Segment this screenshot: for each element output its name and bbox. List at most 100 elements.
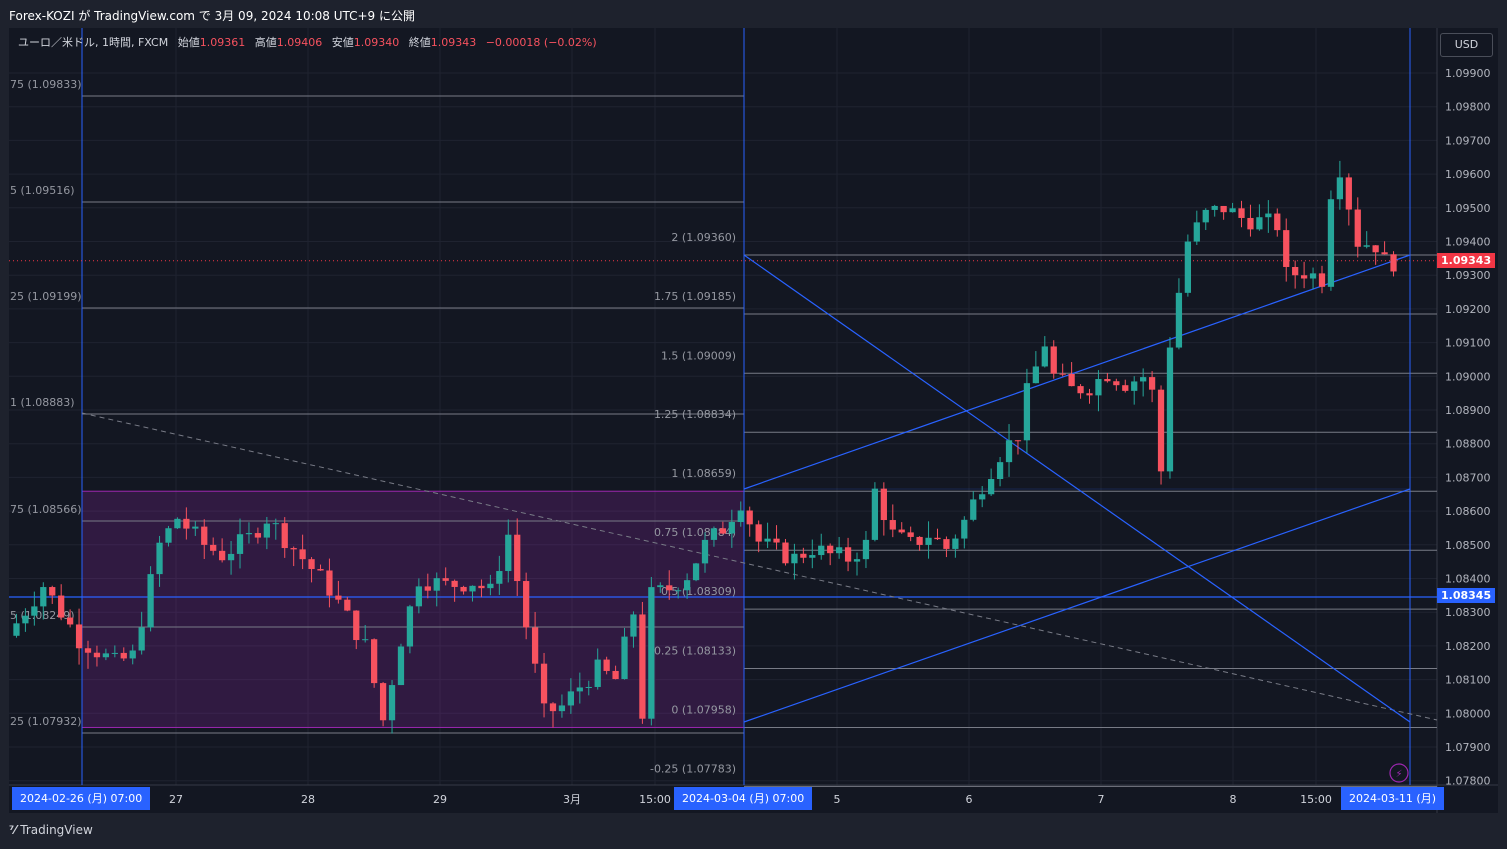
candle-body — [701, 539, 709, 564]
channel-line-down[interactable] — [743, 254, 1411, 723]
footer-brand[interactable]: ⁷⁄ TradingView — [9, 823, 93, 837]
candle-body — [1247, 217, 1254, 230]
candle-body — [862, 539, 870, 560]
candle-body — [952, 538, 959, 549]
x-tick-label: 7 — [1098, 793, 1105, 806]
candle-body — [898, 529, 905, 533]
candle-body — [1122, 385, 1129, 391]
candle-body — [844, 547, 852, 562]
candle-body — [576, 687, 583, 692]
x-tick-label: 27 — [169, 793, 183, 806]
candle-body — [254, 533, 262, 538]
fib-right-label: 1 (1.08659) — [671, 467, 736, 480]
candle-body — [1256, 217, 1263, 230]
candle-body — [1023, 383, 1031, 441]
candle-body — [1059, 373, 1066, 375]
candle-body — [1095, 379, 1102, 396]
candle-body — [227, 553, 235, 561]
candle-body — [1390, 254, 1397, 272]
candle-body — [710, 528, 718, 540]
fib-left-label: 1 (1.08883) — [10, 396, 75, 409]
candle-body — [1050, 346, 1057, 374]
candle-body — [1283, 230, 1290, 267]
candle-body — [1202, 209, 1209, 223]
candle-body — [406, 606, 414, 647]
candle-body — [299, 549, 306, 560]
candle-body — [13, 623, 20, 636]
symbol-label[interactable]: ユーロ／米ドル, 1時間, FXCM — [18, 36, 169, 49]
candle-body — [594, 659, 601, 687]
candle-body — [809, 555, 816, 558]
candle-body — [478, 585, 485, 589]
candle-body — [192, 526, 199, 529]
candle-body — [129, 650, 136, 659]
candle-body — [755, 524, 762, 542]
candle-body — [970, 499, 977, 520]
candle-body — [335, 595, 342, 600]
candle-body — [1032, 366, 1039, 384]
fib-right-label: 0.25 (1.08133) — [654, 644, 736, 657]
candle-body — [362, 639, 369, 641]
x-tick-label: 15:00 — [1300, 793, 1332, 806]
candle-body — [451, 580, 458, 587]
candle-body — [746, 510, 753, 525]
y-tick-label: 1.08800 — [1445, 438, 1491, 451]
y-tick-label: 1.07800 — [1445, 775, 1491, 788]
high-label: 高値 — [254, 36, 277, 49]
candle-body — [49, 587, 56, 596]
candle-body — [1309, 273, 1317, 279]
candle-body — [871, 488, 879, 540]
candle-body — [487, 583, 494, 589]
date-badge-end: 2024-03-11 (月) — [1341, 787, 1445, 810]
candle-body — [210, 544, 217, 551]
lightning-glyph: ⚡ — [1395, 769, 1402, 780]
candle-body — [388, 685, 396, 721]
candle-body — [1041, 346, 1048, 367]
candle-body — [719, 528, 727, 534]
candle-body — [773, 538, 780, 543]
candle-body — [988, 479, 995, 495]
candle-body — [353, 610, 360, 641]
candle-body — [549, 703, 557, 712]
candle-body — [75, 624, 83, 649]
currency-button[interactable]: USD — [1440, 33, 1493, 57]
candle-body — [308, 559, 315, 570]
candle-body — [827, 545, 834, 554]
candle-body — [174, 518, 181, 529]
candle-body — [245, 533, 253, 535]
candle-body — [630, 614, 637, 637]
chart-area[interactable] — [9, 28, 1498, 813]
x-tick-label: 29 — [433, 793, 447, 806]
fib-right-label: -0.25 (1.07783) — [650, 762, 736, 775]
candle-body — [514, 534, 521, 582]
candle-body — [66, 617, 74, 625]
channel-line-up-upper[interactable] — [743, 254, 1411, 490]
candle-body — [800, 553, 807, 558]
candle-body — [201, 526, 208, 545]
open-label: 始値 — [177, 36, 200, 49]
candle-body — [1381, 252, 1388, 255]
candle-body — [1372, 245, 1379, 253]
candle-body — [1318, 273, 1326, 287]
candle-body — [58, 595, 65, 618]
fib-right-label: 2 (1.09360) — [671, 231, 736, 244]
candle-body — [585, 686, 592, 688]
candle-body — [880, 488, 887, 521]
y-tick-label: 1.08300 — [1445, 606, 1491, 619]
candle-body — [1175, 292, 1183, 348]
symbol-legend: ユーロ／米ドル, 1時間, FXCM 始値1.09361 高値1.09406 安… — [18, 34, 597, 50]
high-value: 1.09406 — [276, 36, 323, 49]
close-label: 終値 — [408, 36, 431, 49]
dashed-trendline[interactable] — [81, 412, 1438, 721]
candle-body — [93, 652, 101, 658]
low-label: 安値 — [331, 36, 354, 49]
candle-body — [764, 538, 771, 542]
fib-right-label: 0.5 (1.08309) — [661, 585, 736, 598]
lightning-icon[interactable] — [1389, 763, 1409, 783]
channel-line-up-lower[interactable] — [743, 488, 1411, 723]
candle-body — [540, 663, 548, 704]
candle-body — [1220, 205, 1227, 213]
candle-body — [397, 646, 405, 686]
candle-body — [281, 523, 288, 549]
